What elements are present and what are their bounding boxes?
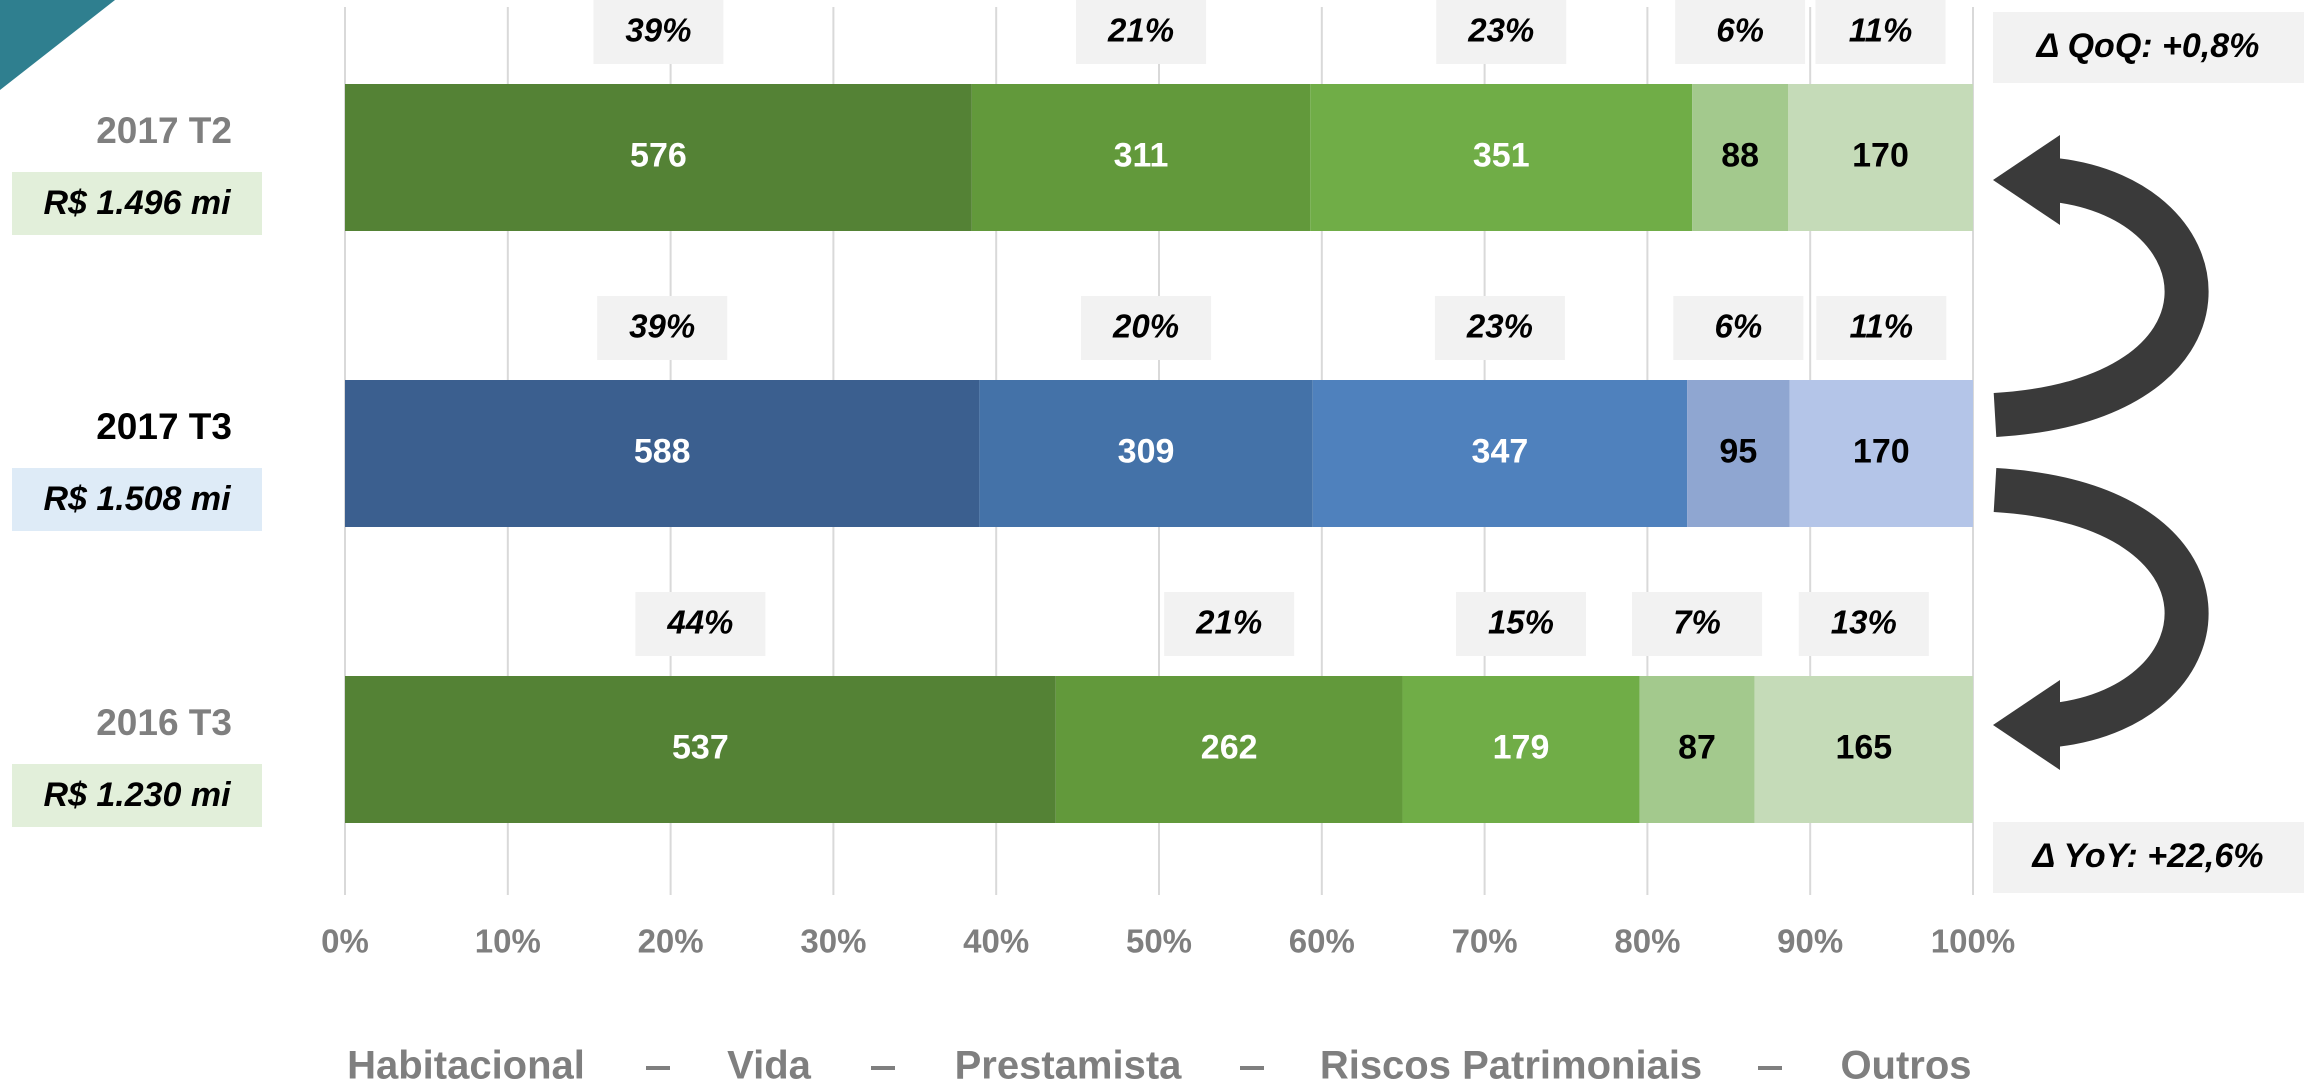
bar-segment [1639,676,1755,823]
bar-segment [345,380,980,527]
x-tick-label: 60% [1289,923,1355,960]
arrows [1993,158,2209,747]
total-label: R$ 1.496 mi [43,184,232,222]
share-label-box [1632,592,1763,656]
x-tick-label: 80% [1614,923,1680,960]
share-label-box [1815,0,1946,64]
annotation-box [1993,12,2304,83]
total-box [12,468,262,531]
bar-segment [971,84,1311,231]
share-label: 11% [1849,12,1913,49]
share-label-box [1455,592,1586,656]
x-tick-label: 10% [475,923,541,960]
share-label-box [1816,296,1947,360]
share-label: 20% [1112,308,1179,345]
value-label: 87 [1678,728,1716,766]
share-label: 39% [629,308,695,345]
legend-label: Prestamista [955,1044,1183,1085]
value-label: 95 [1719,432,1757,470]
share-label: 39% [625,12,691,49]
share-label-box [1675,0,1806,64]
value-label: 537 [672,728,729,766]
total-label: R$ 1.230 mi [43,776,232,814]
bar-segment [1687,380,1790,527]
share-label-box [635,592,766,656]
share-label: 11% [1849,308,1913,345]
share-label-box [1076,0,1207,64]
value-label: 170 [1853,432,1910,470]
share-label-box [1673,296,1804,360]
share-label: 21% [1195,604,1262,641]
value-label: 311 [1114,136,1169,174]
arrow-qoq [1993,158,2209,437]
value-label: 588 [634,432,691,470]
share-label: 21% [1107,12,1174,49]
x-tick-label: 0% [321,923,369,960]
x-tick-label: 70% [1452,923,1518,960]
total-box [12,764,262,827]
share-label: 7% [1673,604,1721,641]
bar-segment [1310,84,1693,231]
bar-segment [345,84,972,231]
share-label-box [593,0,724,64]
value-label: 309 [1118,432,1175,470]
value-label: 179 [1493,728,1550,766]
corner-decoration [0,0,115,90]
annotation: Δ YoY: +22,6% [2030,837,2263,875]
value-label: 262 [1201,728,1258,766]
legend-label: Habitacional [347,1044,585,1085]
share-label: 6% [1714,308,1762,345]
value-label: 165 [1835,728,1892,766]
share-label: 6% [1716,12,1764,49]
share-label-box [1434,296,1565,360]
value-label: 351 [1473,136,1530,174]
share-label: 13% [1831,604,1897,641]
share-label-box [1436,0,1567,64]
bar-segment [1055,676,1403,823]
arrow-head [1993,135,2060,225]
bar-segment [1312,380,1688,527]
x-tick-label: 100% [1931,923,2015,960]
bar-segment [1402,676,1640,823]
bar-segment [1754,676,1973,823]
x-tick-label: 50% [1126,923,1192,960]
category-label: 2016 T3 [96,702,232,743]
x-tick-label: 40% [963,923,1029,960]
share-label: 23% [1466,308,1533,345]
value-label: 88 [1721,136,1759,174]
share-label: 15% [1488,604,1554,641]
legend-label: Outros [1840,1044,1971,1085]
value-label: 576 [630,136,687,174]
legend-label: Vida [727,1044,812,1085]
legend-label: Riscos Patrimoniais [1320,1044,1702,1085]
x-tick-label: 30% [800,923,866,960]
total-label: R$ 1.508 mi [43,480,232,518]
x-tick-label: 20% [638,923,704,960]
share-label-box [1798,592,1929,656]
annotation-box [1993,822,2304,893]
bar-segment [345,676,1056,823]
share-label: 23% [1467,12,1534,49]
share-label-box [1164,592,1295,656]
x-tick-label: 90% [1777,923,1843,960]
share-label-box [1081,296,1212,360]
share-label-box [597,296,728,360]
share-label: 44% [666,604,733,641]
value-label: 347 [1472,432,1529,470]
bar-segment [979,380,1313,527]
total-box [12,172,262,235]
arrow-head [1993,680,2060,770]
category-label: 2017 T3 [96,406,232,447]
bar-segment [1788,84,1973,231]
annotation: Δ QoQ: +0,8% [2035,27,2260,65]
category-label: 2017 T2 [96,110,232,151]
bar-segment [1789,380,1973,527]
arrow-yoy [1993,468,2209,747]
value-label: 170 [1852,136,1909,174]
bar-segment [1692,84,1788,231]
